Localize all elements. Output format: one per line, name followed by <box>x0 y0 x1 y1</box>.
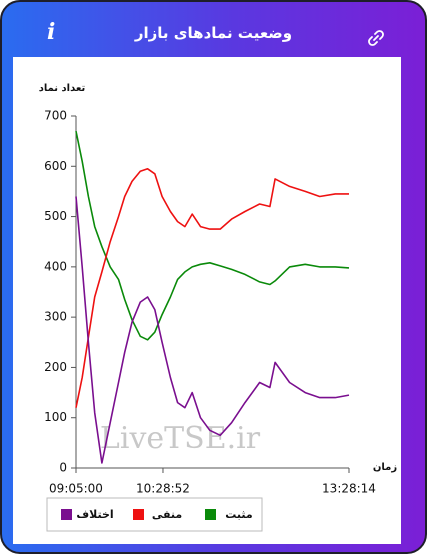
legend-swatch <box>133 509 144 520</box>
y-tick-label: 0 <box>59 461 67 475</box>
watermark: LiveTSE.ir <box>100 421 261 456</box>
y-tick-label: 400 <box>44 259 67 273</box>
y-tick-label: 600 <box>44 159 67 173</box>
legend-swatch <box>61 509 72 520</box>
legend-swatch <box>205 509 216 520</box>
y-tick-label: 100 <box>44 410 67 424</box>
y-tick-label: 500 <box>44 209 67 223</box>
y-axis-label: تعداد نماد <box>39 83 86 94</box>
legend-box <box>46 497 263 532</box>
legend-label: مثبت <box>225 508 252 521</box>
x-axis-label: زمان <box>373 462 397 473</box>
y-tick-label: 300 <box>44 310 67 324</box>
legend-label: اختلاف <box>76 508 113 521</box>
legend-label: منفی <box>152 508 182 521</box>
x-tick-label: 10:28:52 <box>136 482 190 496</box>
link-icon[interactable] <box>368 30 384 46</box>
y-tick-label: 700 <box>44 109 67 123</box>
y-tick-label: 200 <box>44 360 67 374</box>
header-title: وضعیت نمادهای بازار <box>134 24 293 42</box>
info-icon[interactable]: i <box>47 19 56 45</box>
x-tick-label: 09:05:00 <box>49 482 103 496</box>
series-line <box>75 168 349 408</box>
series-line <box>75 196 350 464</box>
x-tick-label: 13:28:14 <box>322 482 376 496</box>
series-line <box>75 130 350 341</box>
